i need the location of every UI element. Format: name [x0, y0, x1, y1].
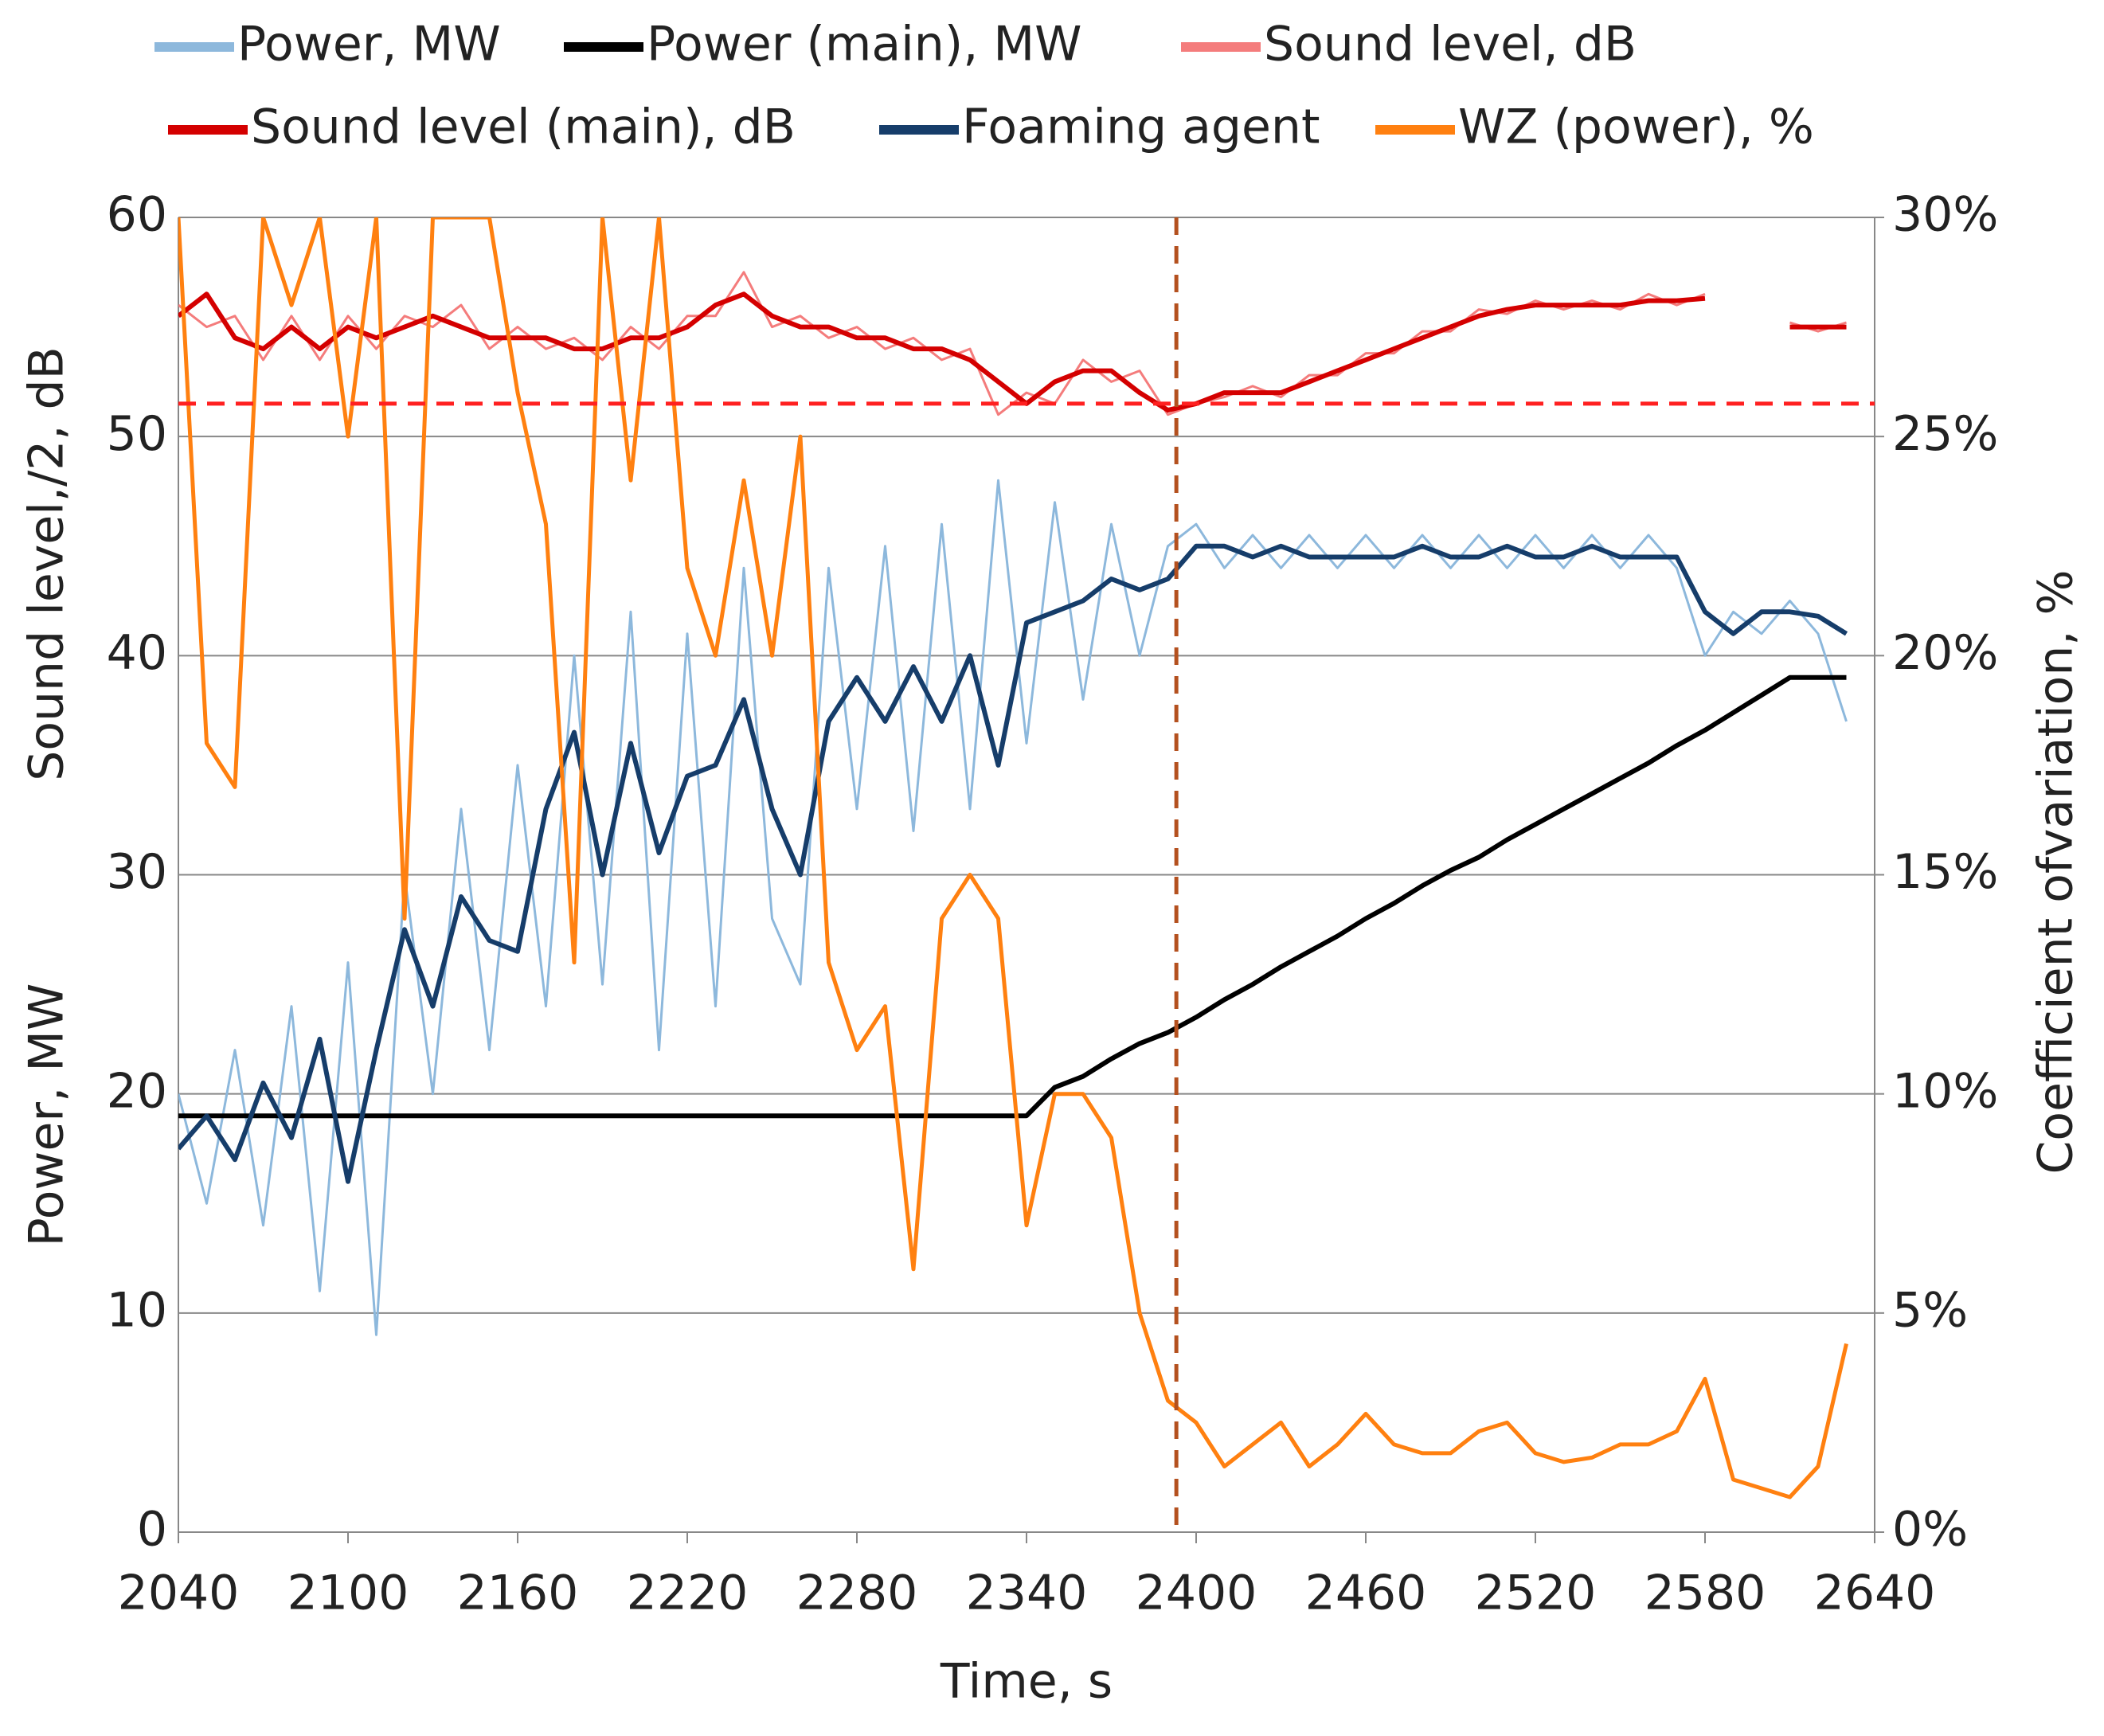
y-axis-title-2: Power, MW	[19, 983, 75, 1247]
y-tick-label: 20	[107, 1063, 167, 1119]
y2-tick-label: 30%	[1892, 187, 1998, 243]
legend-label: Sound level, dB	[1264, 17, 1637, 72]
legend-label: WZ (power), %	[1458, 100, 1814, 155]
y-axis-title: Sound level,/2, dB	[19, 346, 75, 781]
y2-axis-title: Coefficient ofvariation, %	[2028, 569, 2084, 1174]
x-tick-label: 2340	[966, 1566, 1088, 1621]
y2-tick-label: 20%	[1892, 625, 1998, 681]
series-line	[178, 674, 1847, 1119]
y-tick-label: 60	[107, 187, 167, 243]
legend-label: Power (main), MW	[647, 17, 1081, 72]
x-tick-label: 2220	[627, 1566, 749, 1621]
x-tick-label: 2580	[1644, 1566, 1766, 1621]
y2-tick-label: 15%	[1892, 844, 1998, 900]
y-tick-label: 10	[107, 1282, 167, 1338]
legend-label: Power, MW	[237, 17, 501, 72]
y2-tick-label: 0%	[1892, 1502, 1968, 1558]
series-line	[178, 479, 1848, 1336]
x-tick-label: 2640	[1814, 1566, 1936, 1621]
legend-label: Sound level (main), dB	[251, 100, 796, 155]
y2-tick-label: 5%	[1892, 1282, 1968, 1338]
series-line	[178, 543, 1848, 1184]
plot-area	[178, 217, 1848, 1499]
x-axis-title: Time, s	[940, 1654, 1113, 1710]
x-tick-label: 2400	[1136, 1566, 1257, 1621]
x-tick-label: 2460	[1305, 1566, 1427, 1621]
x-tick-label: 2280	[796, 1566, 918, 1621]
x-tick-label: 2160	[457, 1566, 579, 1621]
y-tick-label: 0	[137, 1502, 167, 1558]
x-tick-label: 2100	[287, 1566, 409, 1621]
legend-label: Foaming agent	[962, 100, 1320, 155]
y-tick-label: 30	[107, 844, 167, 900]
x-tick-label: 2040	[118, 1566, 240, 1621]
y-tick-label: 40	[107, 625, 167, 681]
y2-tick-label: 25%	[1892, 406, 1998, 462]
y-tick-label: 50	[107, 406, 167, 462]
series-line	[178, 217, 1848, 1499]
y2-tick-label: 10%	[1892, 1063, 1998, 1119]
series-line	[178, 291, 1847, 413]
x-tick-label: 2520	[1475, 1566, 1597, 1621]
